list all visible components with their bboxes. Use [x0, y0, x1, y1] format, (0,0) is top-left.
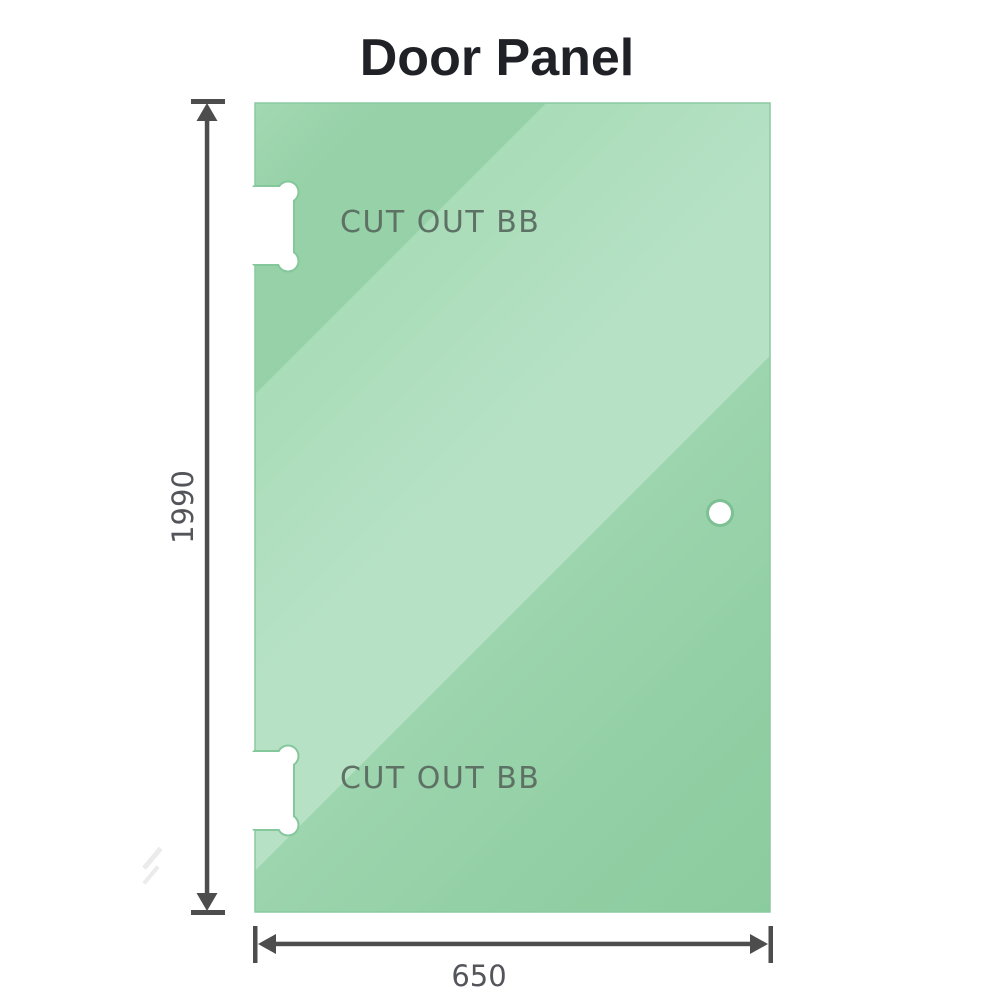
top-cutout-hole: [250, 182, 298, 271]
height-dim-bottom-cap: [191, 910, 225, 915]
top-cutout: [250, 180, 300, 273]
bottom-cutout-hole: [250, 746, 298, 835]
top-cutout-label: CUT OUT BB: [340, 204, 541, 240]
width-dimension-line: [253, 926, 773, 963]
width-dim-left-cap: [253, 926, 258, 963]
width-dimension-value: 650: [451, 959, 507, 993]
width-dim-right-arrow-icon: [750, 934, 768, 954]
width-dim-right-cap: [768, 926, 773, 963]
page-title: Door Panel: [359, 29, 635, 87]
width-dim-shaft: [272, 941, 754, 947]
height-dim-shaft: [204, 117, 210, 899]
bottom-cutout-label: CUT OUT BB: [340, 760, 541, 796]
height-dim-down-arrow-icon: [196, 893, 218, 911]
height-dim-top-cap: [191, 99, 225, 104]
glass-panel: [254, 102, 771, 913]
height-dimension-value: 1990: [166, 470, 200, 544]
width-dim-left-arrow-icon: [258, 934, 276, 954]
photo-artifact: [142, 846, 163, 885]
height-dim-up-arrow-icon: [196, 103, 218, 121]
height-dimension-line: [191, 99, 225, 915]
bottom-cutout: [250, 744, 300, 837]
handle-hole: [706, 499, 734, 527]
